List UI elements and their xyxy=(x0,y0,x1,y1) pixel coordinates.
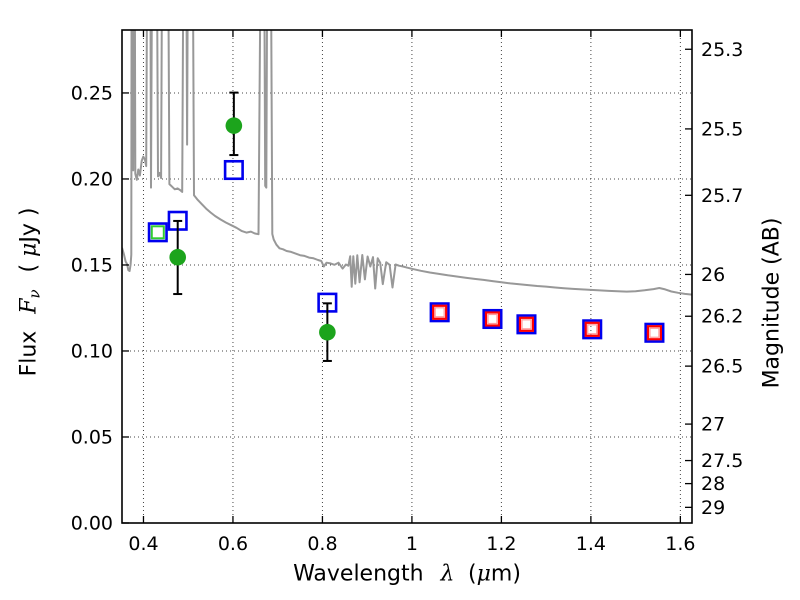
y-axis-label-right: Magnitude (AB) xyxy=(759,217,785,389)
y-axis-unit-open: ( xyxy=(16,256,42,273)
green-open-square-marker xyxy=(150,225,165,240)
y-tick-label-right: 28 xyxy=(701,473,725,495)
x-tick-label: 0.8 xyxy=(307,533,337,555)
blue-open-squares-marker xyxy=(516,314,537,335)
y-axis-unit-close: Jy ) xyxy=(16,207,42,243)
blue-open-squares-marker xyxy=(644,322,665,343)
light-red-inner-squares-marker xyxy=(587,324,598,335)
x-tick-label: 1 xyxy=(406,533,418,555)
blue-open-squares-marker xyxy=(223,159,244,181)
y-axis-label-left: Flux Fν ( μJy ) xyxy=(17,208,44,377)
y-tick-label-right: 26 xyxy=(701,264,725,286)
x-tick-label: 1.4 xyxy=(576,533,606,555)
y-tick-label-right: 29 xyxy=(701,497,725,519)
red-open-squares-marker xyxy=(518,316,535,332)
mu-symbol-y: μ xyxy=(16,242,42,257)
y-tick-label-right: 25.5 xyxy=(701,118,743,140)
x-tick-label: 0.6 xyxy=(218,533,248,555)
red-open-squares-marker xyxy=(484,311,501,327)
x-tick-label: 0.4 xyxy=(128,533,158,555)
nu-subscript: ν xyxy=(25,289,44,299)
x-tick-label: 1.6 xyxy=(665,533,695,555)
y-tick-label-left: 0.15 xyxy=(71,254,113,276)
y-tick-label-right: 26.2 xyxy=(701,306,743,328)
spectrum-line xyxy=(122,30,692,296)
light-red-inner-squares-marker xyxy=(487,313,498,325)
x-tick-label: 1.2 xyxy=(486,533,516,555)
mu-symbol-x: μ xyxy=(476,561,491,587)
x-axis-unit-close: m) xyxy=(490,561,521,587)
blue-open-squares-marker xyxy=(147,222,168,243)
y-tick-label-right: 25.3 xyxy=(701,39,743,61)
red-open-squares-marker xyxy=(432,304,448,320)
red-open-squares-marker xyxy=(646,325,663,341)
y-tick-label-left: 0.20 xyxy=(71,168,113,190)
axes-frame xyxy=(121,29,693,524)
red-open-squares-marker xyxy=(584,321,600,337)
y-tick-label-left: 0.05 xyxy=(71,426,113,448)
y-tick-label-left: 0.25 xyxy=(71,82,113,104)
blue-open-squares-marker xyxy=(482,308,503,330)
y-tick-label-right: 26.5 xyxy=(701,356,743,378)
blue-open-squares-marker xyxy=(582,319,603,340)
lambda-symbol: λ xyxy=(440,561,455,587)
x-axis-unit-open: ( xyxy=(468,561,477,587)
light-red-inner-squares-marker xyxy=(521,319,532,330)
light-red-inner-squares-marker xyxy=(649,327,660,338)
observed-circle-marker xyxy=(169,248,187,266)
y-tick-label-left: 0.00 xyxy=(71,513,113,535)
x-axis-label: Wavelength λ (μm) xyxy=(293,562,521,587)
flux-symbol: F xyxy=(16,298,42,314)
y-tick-label-right: 25.7 xyxy=(701,185,743,207)
y-axis-label-text: Flux xyxy=(16,330,42,377)
observed-circle-marker xyxy=(319,323,336,341)
observed-circle-marker xyxy=(225,117,243,134)
y-tick-label-right: 27 xyxy=(701,414,725,436)
y-tick-label-left: 0.10 xyxy=(71,340,113,362)
light-red-inner-squares-marker xyxy=(434,307,445,318)
x-axis-label-text: Wavelength xyxy=(293,561,424,587)
y-tick-label-right: 27.5 xyxy=(701,450,743,472)
blue-open-squares-marker xyxy=(429,302,450,323)
